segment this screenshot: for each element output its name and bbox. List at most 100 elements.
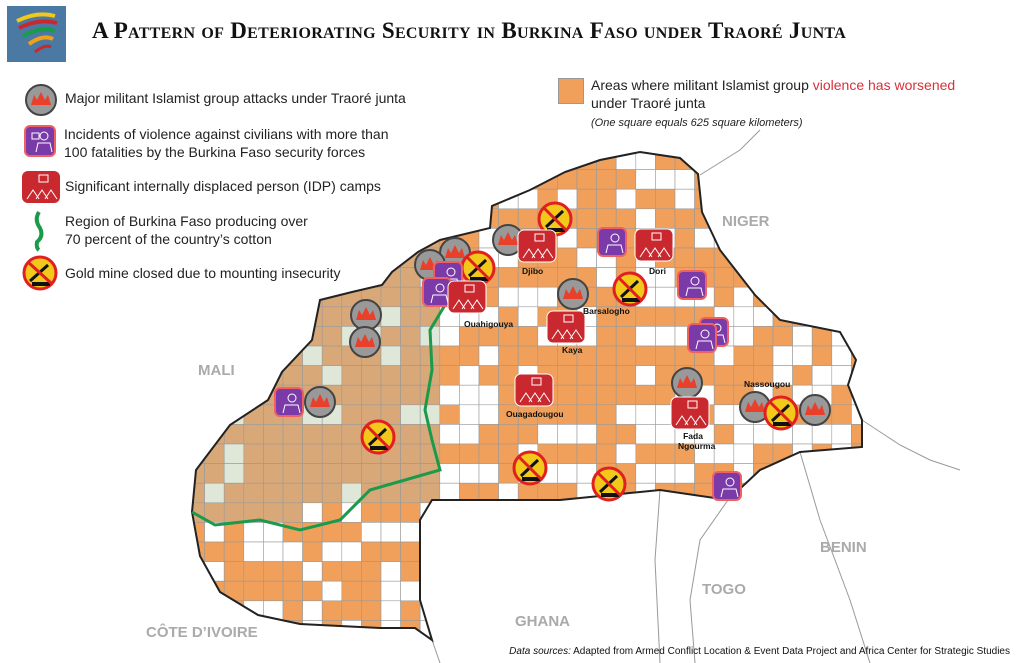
attack-icon — [557, 278, 589, 310]
grid-cell — [792, 580, 813, 602]
grid-cell — [596, 188, 617, 210]
grid-cell — [811, 502, 833, 523]
grid-cell — [223, 522, 245, 543]
grid-cell — [655, 326, 676, 347]
grid-cell — [192, 404, 205, 425]
grid-cell — [557, 169, 578, 190]
grid-cell — [811, 580, 833, 602]
grid-cell — [341, 561, 362, 582]
grid-cell — [615, 384, 637, 406]
grid-cell — [341, 463, 362, 484]
grid-cell — [615, 522, 637, 543]
grid-cell — [302, 580, 323, 602]
grid-cell — [576, 188, 597, 210]
grid-cell — [459, 580, 480, 602]
grid-cell — [223, 639, 245, 640]
grid-cell — [204, 286, 225, 308]
grid-cell — [439, 600, 460, 621]
grid-cell — [517, 306, 539, 327]
grid-cell — [361, 228, 382, 249]
grid-cell — [302, 482, 323, 504]
grid-cell — [380, 600, 401, 621]
label-cote-divoire: CÔTE D’IVOIRE — [146, 624, 258, 641]
grid-cell — [361, 600, 382, 621]
grid-cell — [733, 522, 754, 543]
grid-cell — [772, 502, 793, 523]
grid-cell — [498, 580, 519, 602]
grid-cell — [204, 600, 225, 621]
grid-cell — [655, 463, 676, 484]
grid-cell — [615, 404, 637, 425]
grid-cell — [263, 639, 284, 640]
data-source-label: Data sources: — [509, 646, 571, 657]
grid-cell — [419, 152, 441, 170]
grid-cell — [655, 522, 676, 543]
grid-cell — [478, 561, 499, 582]
grid-cell — [400, 404, 421, 425]
gold-mine-closed-icon — [763, 395, 799, 431]
grid-cell — [733, 443, 754, 464]
grid-cell — [851, 580, 862, 602]
grid-cell — [341, 541, 362, 562]
grid-cell — [439, 169, 460, 190]
city-ouahigouya: Ouahigouya — [464, 319, 514, 329]
grid-cell — [674, 208, 695, 229]
grid-cell — [419, 169, 441, 190]
grid-cell — [713, 404, 735, 425]
grid-cell — [635, 620, 656, 640]
grid-cell — [851, 561, 862, 582]
grid-cell — [282, 443, 303, 464]
grid-cell — [635, 326, 656, 347]
grid-cell — [615, 424, 637, 445]
grid-cell — [753, 152, 774, 170]
legend-cotton-line2: 70 percent of the country’s cotton — [65, 231, 272, 247]
grid-cell — [459, 561, 480, 582]
attack-icon — [799, 394, 831, 426]
grid-cell — [380, 169, 401, 190]
grid-cell — [733, 188, 754, 210]
grid-cell — [772, 267, 793, 288]
grid-cell — [263, 580, 284, 602]
grid-cell — [243, 365, 264, 386]
grid-cell — [576, 502, 597, 523]
grid-cell — [557, 463, 578, 484]
legend-civilians-line1: Incidents of violence against civilians … — [64, 126, 389, 142]
grid-cell — [243, 424, 264, 445]
grid-cell — [223, 502, 245, 523]
grid-cell — [596, 384, 617, 406]
grid-cell — [400, 580, 421, 602]
grid-cell — [851, 152, 862, 170]
grid-cell — [282, 306, 303, 327]
grid-cell — [282, 286, 303, 308]
grid-cell — [380, 365, 401, 386]
grid-cell — [674, 169, 695, 190]
grid-cell — [655, 169, 676, 190]
grid-cell — [439, 424, 460, 445]
label-mali: MALI — [198, 362, 235, 379]
grid-cell — [321, 228, 343, 249]
grid-cell — [302, 639, 323, 640]
grid-cell — [478, 424, 499, 445]
grid-cell — [713, 443, 735, 464]
grid-cell — [517, 522, 539, 543]
city-fada: Fada — [683, 431, 703, 441]
grid-cell — [831, 424, 852, 445]
grid-cell — [831, 286, 852, 308]
grid-cell — [192, 424, 205, 445]
grid-cell — [192, 326, 205, 347]
grid-cell — [192, 600, 205, 621]
grid-cell — [341, 208, 362, 229]
grid-cell — [655, 561, 676, 582]
grid-cell — [478, 384, 499, 406]
grid-cell — [439, 639, 460, 640]
grid-cell — [478, 522, 499, 543]
grid-cell — [811, 208, 833, 229]
grid-cell — [380, 384, 401, 406]
grid-cell — [792, 541, 813, 562]
grid-cell — [341, 620, 362, 640]
grid-cell — [478, 152, 499, 170]
grid-cell — [576, 580, 597, 602]
grid-cell — [596, 443, 617, 464]
grid-cell — [753, 541, 774, 562]
grid-cell — [831, 247, 852, 268]
